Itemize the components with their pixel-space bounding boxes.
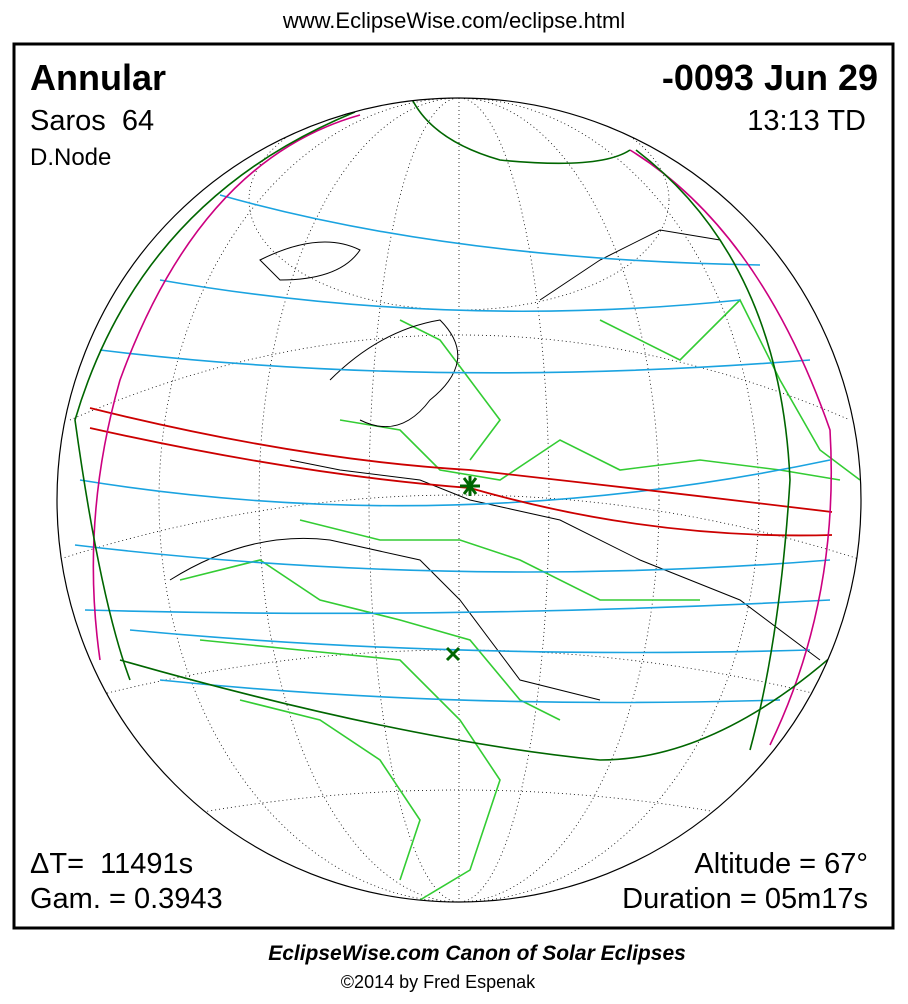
delta-t: ΔT= 11491s bbox=[30, 848, 193, 880]
globe bbox=[57, 98, 861, 902]
date: -0093 Jun 29 bbox=[662, 57, 878, 98]
frame bbox=[12, 42, 895, 930]
gamma: Gam. = 0.3943 bbox=[30, 883, 223, 915]
node: D.Node bbox=[30, 144, 111, 171]
saros: Saros 64 bbox=[30, 105, 154, 137]
footer-credit: ©2014 by Fred Espenak bbox=[341, 972, 536, 992]
footer-title: EclipseWise.com Canon of Solar Eclipses bbox=[268, 942, 686, 965]
duration: Duration = 05m17s bbox=[622, 883, 868, 915]
altitude: Altitude = 67° bbox=[694, 848, 868, 880]
globe-outline bbox=[56, 97, 862, 903]
time: 13:13 TD bbox=[747, 105, 866, 137]
eclipse-type: Annular bbox=[30, 57, 166, 98]
header-url: www.EclipseWise.com/eclipse.html bbox=[282, 8, 625, 33]
